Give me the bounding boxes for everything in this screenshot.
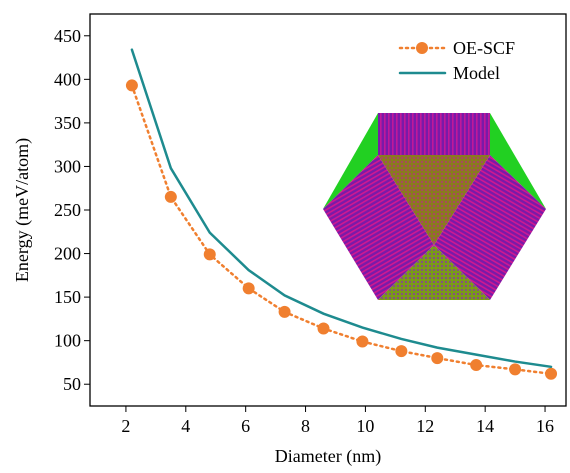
data-point <box>431 352 444 365</box>
x-tick-label: 4 <box>181 416 190 436</box>
x-tick-label: 10 <box>356 416 374 436</box>
y-tick-label: 100 <box>54 331 81 351</box>
x-tick-label: 14 <box>476 416 494 436</box>
legend-label: OE-SCF <box>453 38 515 58</box>
legend-label: Model <box>453 63 500 83</box>
y-tick-label: 50 <box>63 374 81 394</box>
data-point <box>203 248 216 261</box>
y-tick-label: 150 <box>54 287 81 307</box>
x-tick-label: 16 <box>536 416 554 436</box>
y-tick-label: 450 <box>54 26 81 46</box>
legend-marker <box>416 42 428 54</box>
y-tick-label: 250 <box>54 200 81 220</box>
inset-particle <box>323 113 546 300</box>
x-tick-label: 12 <box>416 416 434 436</box>
x-tick-label: 6 <box>241 416 250 436</box>
data-point <box>395 345 408 358</box>
data-point <box>278 305 291 318</box>
data-point <box>317 322 330 335</box>
data-point <box>164 190 177 203</box>
data-point <box>509 363 522 376</box>
y-tick-label: 400 <box>54 69 81 89</box>
data-point <box>545 367 558 380</box>
y-tick-label: 300 <box>54 156 81 176</box>
data-point <box>242 282 255 295</box>
x-tick-label: 2 <box>121 416 130 436</box>
series-line <box>130 48 553 369</box>
data-point <box>356 335 369 348</box>
x-axis-label: Diameter (nm) <box>275 446 381 467</box>
series-line <box>130 84 553 376</box>
data-point <box>125 79 138 92</box>
x-tick-label: 8 <box>301 416 310 436</box>
data-point <box>470 359 483 372</box>
y-tick-label: 350 <box>54 113 81 133</box>
y-tick-label: 200 <box>54 244 81 264</box>
y-axis-label: Energy (meV/atom) <box>12 138 33 282</box>
